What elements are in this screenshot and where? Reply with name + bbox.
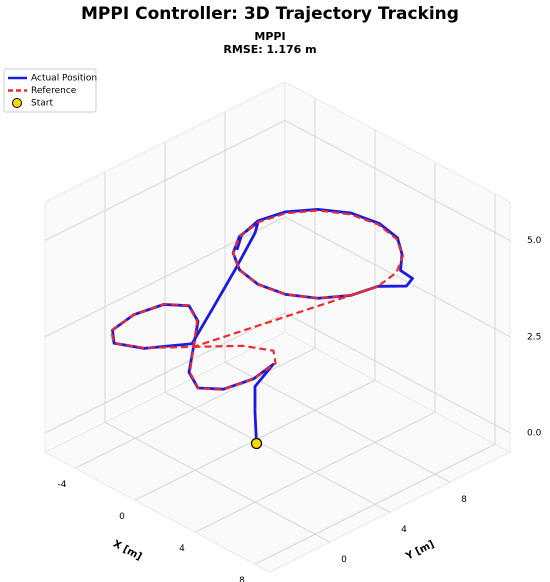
legend-label: Start xyxy=(31,99,53,109)
legend-marker xyxy=(12,98,22,108)
legend: Actual Position Reference Start xyxy=(3,68,97,113)
grid-line xyxy=(284,312,511,434)
z-tick-label: 2.5 xyxy=(527,332,541,342)
grid-line xyxy=(104,421,331,543)
x-tick-label: 0 xyxy=(119,512,125,522)
legend-box xyxy=(3,68,97,113)
x-tick-label: 8 xyxy=(239,576,245,582)
grid-line xyxy=(44,120,286,241)
y-tick-label: 0 xyxy=(341,555,347,565)
y-tick-label: 8 xyxy=(461,495,467,505)
y-tick-label: 4 xyxy=(401,525,407,535)
z-tick-label: 5.0 xyxy=(527,236,542,246)
grid-line xyxy=(164,391,391,513)
grid-line xyxy=(44,216,286,338)
grid-line xyxy=(44,312,286,434)
chart-subtitle: MPPI xyxy=(254,30,285,43)
plot xyxy=(110,208,414,444)
start-marker xyxy=(250,437,263,450)
panes xyxy=(44,81,511,573)
legend-label: Actual Position xyxy=(31,74,97,84)
trajectory-line xyxy=(110,209,404,391)
legend-label: Reference xyxy=(31,86,77,96)
chart-title: MPPI Controller: 3D Trajectory Tracking xyxy=(81,4,459,24)
y-axis-label: Y [m] xyxy=(403,539,436,563)
grid-line xyxy=(284,216,511,338)
grid-line xyxy=(284,120,511,241)
chart-subtitle: RMSE: 1.176 m xyxy=(223,43,316,56)
z-tick-label: 0.0 xyxy=(527,429,542,439)
x-axis-label: X [m] xyxy=(111,539,143,563)
x-tick-label: 4 xyxy=(179,544,185,554)
x-tick-label: -4 xyxy=(58,480,67,490)
grid-line xyxy=(224,361,451,483)
